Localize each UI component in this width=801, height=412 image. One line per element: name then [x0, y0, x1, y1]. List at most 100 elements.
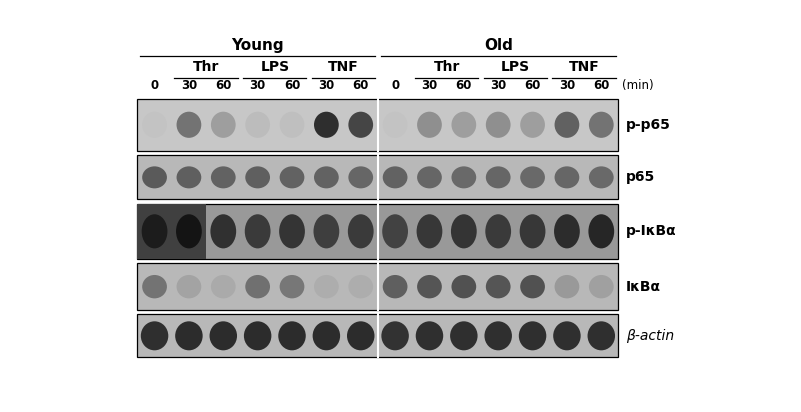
- Text: 30: 30: [421, 79, 437, 91]
- Ellipse shape: [520, 214, 545, 248]
- Ellipse shape: [176, 166, 201, 188]
- Ellipse shape: [554, 275, 579, 298]
- Ellipse shape: [417, 166, 442, 188]
- Ellipse shape: [417, 112, 442, 138]
- Ellipse shape: [176, 112, 201, 138]
- Ellipse shape: [142, 214, 167, 248]
- Bar: [138, 263, 618, 310]
- Ellipse shape: [589, 166, 614, 188]
- Ellipse shape: [280, 166, 304, 188]
- Ellipse shape: [143, 166, 167, 188]
- Ellipse shape: [554, 166, 579, 188]
- Text: (min): (min): [622, 79, 653, 91]
- Text: 60: 60: [284, 79, 300, 91]
- Ellipse shape: [313, 214, 340, 248]
- Ellipse shape: [589, 112, 614, 138]
- Ellipse shape: [211, 166, 235, 188]
- Text: 30: 30: [318, 79, 335, 91]
- Ellipse shape: [589, 214, 614, 248]
- Ellipse shape: [244, 321, 272, 350]
- Text: 30: 30: [490, 79, 506, 91]
- Ellipse shape: [314, 275, 339, 298]
- Ellipse shape: [417, 214, 442, 248]
- Ellipse shape: [486, 112, 510, 138]
- Text: 30: 30: [181, 79, 197, 91]
- Text: Young: Young: [231, 37, 284, 53]
- Ellipse shape: [278, 321, 306, 350]
- Text: p-p65: p-p65: [626, 118, 670, 132]
- Ellipse shape: [486, 275, 510, 298]
- Ellipse shape: [314, 112, 339, 138]
- Ellipse shape: [554, 112, 579, 138]
- Ellipse shape: [520, 166, 545, 188]
- Text: 60: 60: [525, 79, 541, 91]
- Ellipse shape: [245, 275, 270, 298]
- Text: β-actin: β-actin: [626, 329, 674, 343]
- Ellipse shape: [314, 166, 339, 188]
- Text: TNF: TNF: [569, 60, 599, 74]
- Ellipse shape: [452, 112, 477, 138]
- Ellipse shape: [383, 112, 408, 138]
- Ellipse shape: [210, 321, 237, 350]
- Text: Thr: Thr: [193, 60, 219, 74]
- Ellipse shape: [245, 166, 270, 188]
- Ellipse shape: [312, 321, 340, 350]
- Text: p-IκBα: p-IκBα: [626, 224, 677, 238]
- Ellipse shape: [519, 321, 546, 350]
- Ellipse shape: [348, 275, 373, 298]
- Ellipse shape: [245, 112, 270, 138]
- Ellipse shape: [554, 214, 580, 248]
- Ellipse shape: [245, 214, 271, 248]
- Ellipse shape: [450, 321, 477, 350]
- Ellipse shape: [553, 321, 581, 350]
- Ellipse shape: [485, 321, 512, 350]
- Ellipse shape: [211, 112, 235, 138]
- Ellipse shape: [348, 112, 373, 138]
- Text: 60: 60: [215, 79, 231, 91]
- Ellipse shape: [143, 112, 167, 138]
- Text: 30: 30: [559, 79, 575, 91]
- Ellipse shape: [520, 112, 545, 138]
- Text: 30: 30: [250, 79, 266, 91]
- Ellipse shape: [383, 166, 408, 188]
- Text: p65: p65: [626, 170, 655, 184]
- Ellipse shape: [417, 275, 442, 298]
- Text: Old: Old: [484, 37, 513, 53]
- Text: 0: 0: [151, 79, 159, 91]
- Bar: [138, 204, 171, 259]
- Text: 0: 0: [391, 79, 399, 91]
- Ellipse shape: [348, 166, 373, 188]
- Ellipse shape: [451, 214, 477, 248]
- Ellipse shape: [452, 275, 477, 298]
- Ellipse shape: [589, 275, 614, 298]
- Ellipse shape: [383, 275, 408, 298]
- Ellipse shape: [211, 275, 235, 298]
- Bar: [138, 155, 618, 199]
- Ellipse shape: [280, 112, 304, 138]
- Text: Thr: Thr: [433, 60, 460, 74]
- Ellipse shape: [347, 321, 375, 350]
- Ellipse shape: [485, 214, 511, 248]
- Text: LPS: LPS: [501, 60, 530, 74]
- Bar: [138, 314, 618, 357]
- Text: 60: 60: [593, 79, 610, 91]
- Ellipse shape: [416, 321, 443, 350]
- Text: LPS: LPS: [260, 60, 289, 74]
- Ellipse shape: [381, 321, 409, 350]
- Ellipse shape: [279, 214, 305, 248]
- Text: 60: 60: [352, 79, 369, 91]
- Ellipse shape: [176, 275, 201, 298]
- Ellipse shape: [520, 275, 545, 298]
- Ellipse shape: [143, 275, 167, 298]
- Ellipse shape: [280, 275, 304, 298]
- Bar: [171, 204, 206, 259]
- Text: IκBα: IκBα: [626, 280, 661, 294]
- Ellipse shape: [176, 214, 202, 248]
- Bar: [138, 204, 618, 259]
- Text: 60: 60: [456, 79, 472, 91]
- Ellipse shape: [211, 214, 236, 248]
- Ellipse shape: [588, 321, 615, 350]
- Ellipse shape: [452, 166, 477, 188]
- Ellipse shape: [175, 321, 203, 350]
- Ellipse shape: [382, 214, 408, 248]
